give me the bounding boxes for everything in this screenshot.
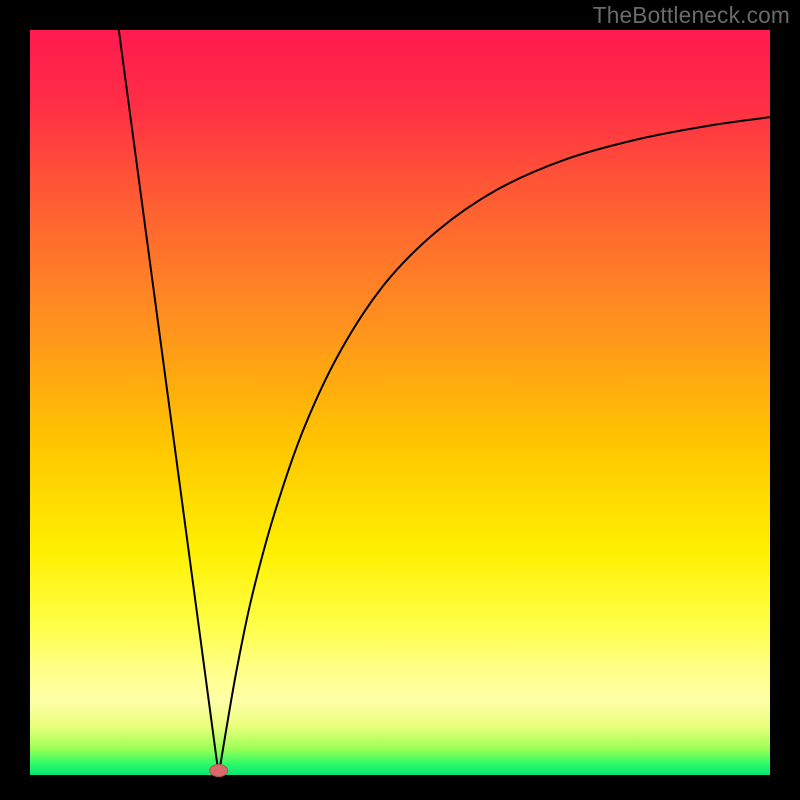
attribution-label: TheBottleneck.com [593,2,790,29]
plot-background [30,30,770,775]
bottleneck-chart [0,0,800,800]
chart-container: TheBottleneck.com [0,0,800,800]
optimal-point-marker [210,765,228,777]
